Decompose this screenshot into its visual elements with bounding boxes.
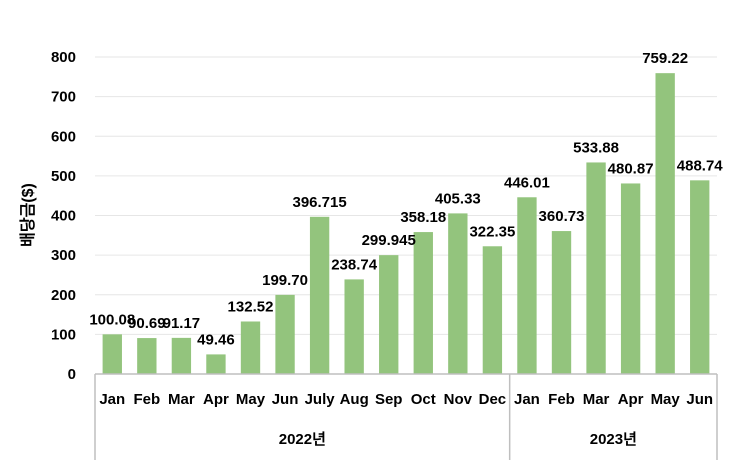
x-tick-label: Oct: [411, 391, 436, 408]
bar: [309, 216, 330, 374]
y-tick-label: 800: [51, 49, 76, 66]
x-tick-label: Feb: [133, 391, 160, 408]
data-label: 49.46: [197, 331, 235, 348]
bar: [413, 232, 433, 374]
data-label: 533.88: [573, 139, 619, 156]
bars: [102, 73, 710, 375]
x-tick-label: Aug: [340, 391, 369, 408]
y-tick-label: 400: [51, 208, 76, 225]
bar: [171, 337, 192, 374]
x-axis-group-labels: 2022년 2023년: [279, 431, 637, 448]
data-label: 199.70: [262, 272, 308, 289]
x-tick-label: Feb: [548, 391, 575, 408]
data-label: 360.73: [539, 208, 585, 225]
bar: [690, 180, 710, 374]
x-tick-label: Dec: [479, 391, 507, 408]
data-label: 91.17: [163, 315, 201, 332]
x-tick-label: July: [305, 391, 336, 408]
y-axis-ticks: 0 100 200 300 400 500 600 700 800: [51, 49, 76, 383]
x-tick-label: Nov: [444, 391, 473, 408]
data-label: 480.87: [608, 160, 654, 177]
bar: [448, 213, 468, 374]
data-label: 299.945: [362, 232, 416, 249]
data-label: 358.18: [400, 209, 446, 226]
data-label: 100.08: [89, 311, 135, 328]
y-tick-label: 0: [68, 366, 76, 383]
x-tick-label: Jun: [686, 391, 713, 408]
data-label: 405.33: [435, 190, 481, 207]
x-axis-category-labels: Jan Feb Mar Apr May Jun July Aug Sep Oct Nov Dec Jan…: [99, 391, 713, 408]
gridlines: [95, 56, 717, 335]
x-axis: [94, 373, 718, 460]
y-axis-label: 배당금($): [19, 183, 37, 247]
y-tick-label: 600: [51, 128, 76, 145]
bar: [482, 246, 503, 374]
bar: [551, 231, 572, 374]
x-tick-label: May: [236, 391, 266, 408]
data-label: 132.52: [228, 298, 274, 315]
x-tick-label: Sep: [375, 391, 403, 408]
x-tick-label: Jun: [272, 391, 299, 408]
data-label: 488.74: [677, 157, 724, 174]
x-tick-label: Jan: [99, 391, 125, 408]
data-label: 446.01: [504, 174, 550, 191]
bar: [620, 183, 641, 374]
data-label: 322.35: [469, 223, 515, 240]
y-tick-label: 100: [51, 326, 76, 343]
data-label: 759.22: [642, 50, 688, 67]
data-label: 238.74: [331, 256, 378, 273]
x-tick-label: Apr: [203, 391, 229, 408]
bar: [275, 294, 295, 374]
group-label: 2023년: [590, 431, 637, 448]
x-tick-label: Jan: [514, 391, 540, 408]
group-label: 2022년: [279, 431, 326, 448]
bar: [102, 334, 122, 374]
data-label: 90.69: [128, 315, 166, 332]
x-tick-label: Mar: [168, 391, 195, 408]
bar: [344, 279, 364, 374]
x-tick-label: May: [651, 391, 681, 408]
bar: [586, 162, 606, 374]
bar: [379, 255, 399, 374]
y-tick-label: 300: [51, 247, 76, 264]
y-tick-label: 200: [51, 287, 76, 304]
bar: [240, 321, 261, 374]
bar: [517, 197, 537, 374]
data-label: 396.715: [292, 194, 346, 211]
bar: [206, 354, 226, 374]
y-tick-label: 500: [51, 168, 76, 185]
bar: [655, 73, 675, 375]
y-tick-label: 700: [51, 89, 76, 106]
bar: [137, 338, 157, 374]
x-tick-label: Apr: [618, 391, 644, 408]
x-tick-label: Mar: [583, 391, 610, 408]
